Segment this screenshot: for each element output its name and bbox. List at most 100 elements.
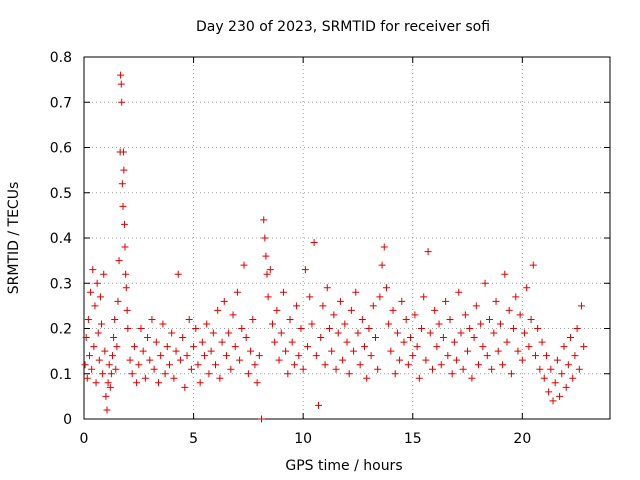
data-point xyxy=(499,361,507,369)
data-point xyxy=(190,343,198,351)
data-point xyxy=(207,347,215,355)
data-point xyxy=(91,302,99,310)
data-point xyxy=(288,338,296,346)
data-point xyxy=(475,361,482,369)
x-tick-label: 0 xyxy=(80,431,89,447)
data-point xyxy=(293,302,301,310)
data-point xyxy=(87,288,95,296)
data-point xyxy=(466,325,474,332)
data-point xyxy=(94,329,102,337)
data-point xyxy=(146,356,154,364)
data-point xyxy=(121,220,129,228)
data-point xyxy=(369,302,377,310)
data-point xyxy=(575,365,583,373)
data-point xyxy=(264,293,272,301)
data-point xyxy=(387,347,395,355)
data-point xyxy=(209,329,217,337)
data-point xyxy=(135,361,143,369)
data-point xyxy=(216,374,224,382)
data-point xyxy=(306,293,314,301)
data-point xyxy=(488,365,496,373)
data-point xyxy=(512,293,520,301)
data-point xyxy=(330,311,338,319)
data-point xyxy=(82,334,90,342)
data-point xyxy=(304,343,312,351)
data-point xyxy=(485,315,493,323)
data-point xyxy=(111,315,119,323)
data-point xyxy=(152,338,160,346)
data-point xyxy=(531,352,539,360)
data-point xyxy=(363,374,371,382)
y-tick-label: 0 xyxy=(63,412,72,428)
data-point xyxy=(88,365,96,373)
data-point xyxy=(102,392,110,400)
data-point xyxy=(371,334,379,342)
data-point xyxy=(391,370,399,378)
data-point xyxy=(534,325,542,332)
data-point xyxy=(240,261,248,269)
y-tick-label: 0.4 xyxy=(50,231,72,247)
data-point xyxy=(174,270,182,278)
data-point xyxy=(251,361,259,369)
data-point xyxy=(119,202,127,210)
data-point xyxy=(389,306,397,314)
data-point xyxy=(470,334,478,342)
data-point xyxy=(404,361,412,369)
data-point xyxy=(258,415,266,423)
data-point xyxy=(225,329,233,337)
data-point xyxy=(277,329,285,337)
y-tick-label: 0.6 xyxy=(50,141,72,157)
data-point xyxy=(122,270,130,278)
data-point xyxy=(118,98,126,106)
data-point xyxy=(402,315,410,323)
data-point xyxy=(214,306,222,314)
data-point xyxy=(356,361,364,369)
data-point xyxy=(578,302,586,310)
data-point xyxy=(92,379,100,387)
data-point xyxy=(266,266,274,274)
data-point xyxy=(361,343,369,351)
data-point xyxy=(170,374,178,382)
data-point xyxy=(567,334,575,342)
data-point xyxy=(130,343,138,351)
data-point xyxy=(538,338,546,346)
data-point xyxy=(144,334,152,342)
data-point xyxy=(279,288,287,296)
data-point xyxy=(176,356,184,364)
data-point xyxy=(411,311,419,319)
data-point xyxy=(137,325,145,332)
data-point xyxy=(84,315,92,323)
data-point xyxy=(556,392,564,400)
data-point xyxy=(253,379,261,387)
data-point xyxy=(437,361,445,369)
data-point xyxy=(242,334,250,342)
data-point xyxy=(339,356,347,364)
data-point xyxy=(89,266,97,274)
data-point xyxy=(85,352,93,360)
data-point xyxy=(422,356,430,364)
data-point xyxy=(551,379,559,387)
data-point xyxy=(367,352,375,360)
data-point xyxy=(161,370,169,378)
x-tick-label: 15 xyxy=(404,431,422,447)
data-point xyxy=(409,352,417,360)
data-point xyxy=(99,370,107,378)
data-point xyxy=(461,311,469,319)
data-point xyxy=(286,315,294,323)
data-point xyxy=(343,338,351,346)
data-point xyxy=(126,356,134,364)
data-point xyxy=(295,352,303,360)
data-point xyxy=(516,311,524,319)
data-point xyxy=(415,374,423,382)
data-point xyxy=(93,279,101,287)
data-point xyxy=(328,347,336,355)
data-point xyxy=(96,293,104,301)
data-point xyxy=(507,370,515,378)
data-point xyxy=(229,311,237,319)
data-point xyxy=(198,338,206,346)
data-point xyxy=(553,356,561,364)
data-point xyxy=(181,383,189,391)
x-axis-label: GPS time / hours xyxy=(285,458,402,474)
data-point xyxy=(120,166,128,174)
